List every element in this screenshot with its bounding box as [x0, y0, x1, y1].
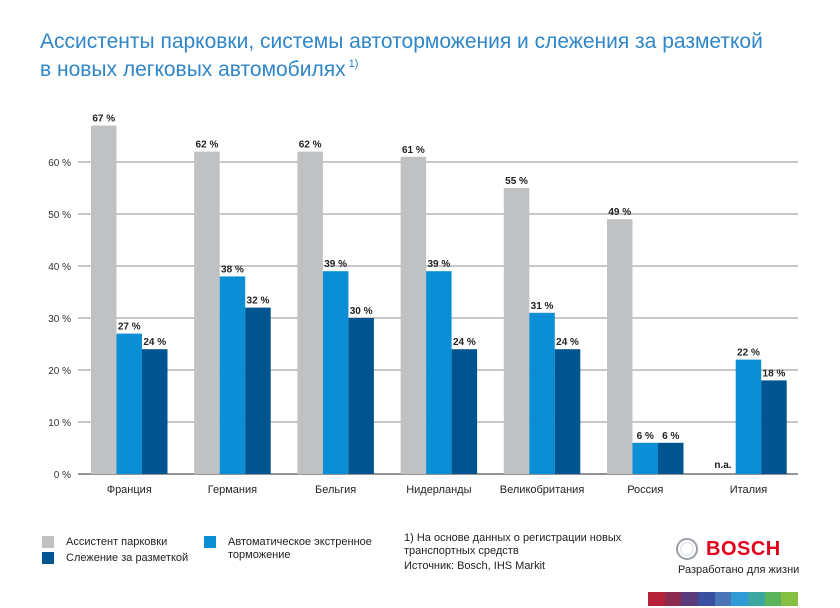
data-label-aeb: 38 %	[221, 264, 244, 275]
data-label-parking: 49 %	[608, 207, 631, 218]
bar-lane	[142, 349, 168, 474]
y-tick-label: 60 %	[48, 158, 71, 169]
bar-aeb	[735, 359, 762, 474]
legend-label-aeb-line1: Автоматическое экстренное	[228, 536, 372, 548]
data-label-parking: 67 %	[92, 114, 115, 125]
legend-label-aeb-line2: торможение	[228, 549, 291, 561]
x-category-label: Нидерланды	[406, 484, 471, 496]
data-label-aeb: 6 %	[637, 431, 654, 442]
data-label-aeb: 31 %	[531, 301, 554, 312]
footnote: 1) На основе данных о регистрации новых …	[404, 532, 621, 558]
x-category-label: Бельгия	[315, 484, 356, 496]
footnote-line2: транспортных средств	[404, 545, 519, 557]
bar-aeb	[426, 271, 452, 474]
bar-lane	[554, 349, 581, 474]
bar-aeb	[116, 333, 142, 474]
chart-title-line2-text: в новых легковых автомобилях	[40, 58, 346, 81]
bar-chart: 0 %10 %20 %30 %40 %50 %60 %67 %27 %24 %Ф…	[48, 114, 798, 496]
y-tick-label: 10 %	[48, 418, 71, 429]
data-label-lane: 24 %	[556, 337, 579, 348]
data-label-aeb: 39 %	[427, 259, 450, 270]
y-tick-label: 50 %	[48, 210, 71, 221]
bar-lane	[658, 442, 684, 474]
data-label-parking: 62 %	[196, 140, 219, 151]
legend-label-aeb: Автоматическое экстренное торможение	[228, 536, 372, 562]
footnote-marker: 1)	[348, 58, 359, 70]
bar-aeb	[219, 276, 246, 474]
chart-title: Ассистенты парковки, системы автоторможе…	[40, 28, 800, 87]
y-tick-label: 30 %	[48, 314, 71, 325]
data-label-parking: 62 %	[299, 140, 322, 151]
bar-lane	[451, 349, 478, 474]
data-label-parking: 55 %	[505, 176, 528, 187]
data-label-parking: 61 %	[402, 145, 425, 156]
legend-swatch-parking	[42, 536, 54, 548]
legend-swatch-aeb	[204, 536, 216, 548]
data-label-parking-na: n.a.	[714, 460, 731, 471]
bar-parking	[400, 156, 427, 475]
bar-parking	[297, 151, 323, 474]
data-label-aeb: 22 %	[737, 348, 760, 359]
bar-aeb	[322, 271, 349, 474]
x-category-label: Великобритания	[500, 484, 585, 496]
footnote-line1: 1) На основе данных о регистрации новых	[404, 532, 622, 544]
x-category-label: Россия	[627, 484, 663, 496]
x-category-label: Италия	[730, 484, 768, 496]
x-category-label: Германия	[208, 484, 257, 496]
data-label-lane: 32 %	[247, 296, 270, 307]
brand-name: BOSCH	[706, 538, 781, 560]
bar-parking	[503, 188, 530, 474]
bosch-logo: BOSCH Разработано для жизни	[676, 538, 816, 578]
bar-lane	[245, 307, 271, 474]
bar-lane	[761, 380, 787, 474]
bar-aeb	[529, 312, 555, 474]
y-tick-label: 20 %	[48, 366, 71, 377]
source-note: Источник: Bosch, IHS Markit	[404, 560, 546, 572]
legend-label-parking: Ассистент парковки	[66, 536, 168, 548]
brand-tagline: Разработано для жизни	[678, 564, 800, 576]
bar-parking	[607, 219, 633, 474]
decorative-color-band	[648, 592, 799, 606]
legend-label-lane: Слежение за разметкой	[66, 552, 189, 564]
bar-parking	[194, 151, 220, 474]
bar-parking	[91, 125, 117, 474]
bosch-armature-icon	[676, 538, 698, 560]
bar-lane	[348, 318, 374, 474]
chart-title-line2: в новых легковых автомобилях 1)	[40, 56, 800, 87]
y-tick-label: 0 %	[54, 470, 71, 481]
data-label-lane: 24 %	[453, 337, 476, 348]
data-label-lane: 6 %	[662, 431, 679, 442]
bar-aeb	[632, 442, 658, 474]
x-category-label: Франция	[107, 484, 152, 496]
data-label-lane: 18 %	[763, 368, 786, 379]
data-label-aeb: 39 %	[324, 259, 347, 270]
data-label-lane: 30 %	[350, 306, 373, 317]
data-label-lane: 24 %	[143, 337, 166, 348]
y-tick-label: 40 %	[48, 262, 71, 273]
data-label-aeb: 27 %	[118, 322, 141, 333]
legend-swatch-lane	[42, 552, 54, 564]
chart-title-line1: Ассистенты парковки, системы автоторможе…	[40, 30, 763, 53]
